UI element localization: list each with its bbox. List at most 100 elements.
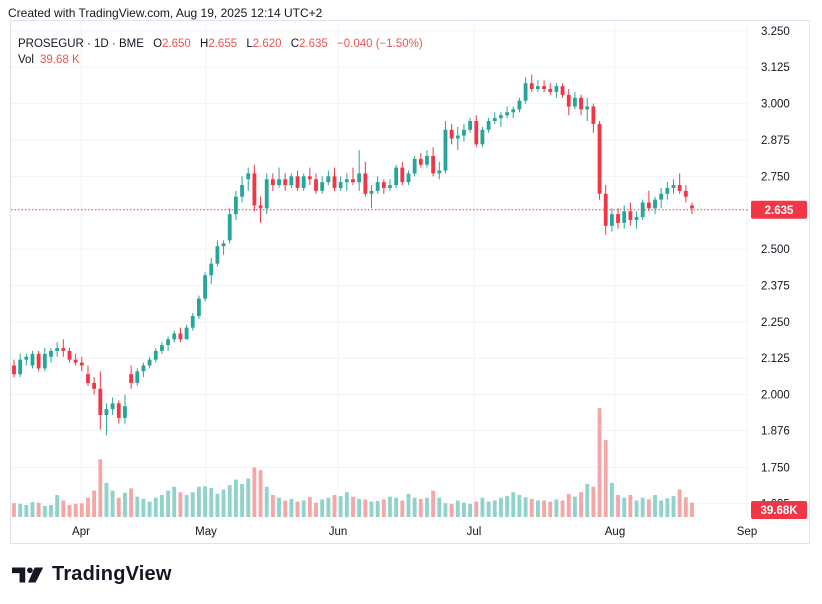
candle-body — [603, 193, 608, 226]
volume-bar — [603, 440, 608, 517]
candle-body — [277, 179, 281, 186]
volume-bar — [462, 502, 466, 517]
candle-body — [116, 403, 121, 418]
x-tick-label: Sep — [737, 526, 757, 538]
volume-bar — [412, 497, 417, 517]
candlestick-chart[interactable]: 3.250 3.125 3.000 2.875 2.750 2.500 2.375 2.250… — [11, 21, 811, 545]
close-label: C — [290, 38, 300, 50]
volume-bar — [492, 500, 497, 517]
candle-body — [270, 179, 275, 186]
candle-body — [147, 359, 152, 366]
volume-bar — [277, 497, 281, 517]
volume-bar — [123, 492, 127, 517]
candle-body — [203, 275, 207, 299]
volume-bar — [30, 502, 35, 517]
volume-bar — [634, 500, 639, 517]
candle-body — [190, 316, 195, 328]
candle-body — [283, 179, 288, 186]
candle-body — [233, 196, 238, 215]
candle-body — [492, 118, 497, 122]
x-tick-label: Jul — [467, 526, 482, 538]
brand-name: TradingView — [52, 563, 172, 585]
candle-body — [609, 214, 614, 226]
candle-body — [622, 211, 627, 223]
volume-bar — [499, 497, 503, 517]
volume-bar — [363, 499, 368, 517]
volume-bar — [425, 497, 429, 517]
y-tick-label: 2.000 — [761, 390, 790, 402]
candle-body — [560, 86, 565, 95]
candle-body — [517, 100, 522, 110]
candle-body — [160, 345, 164, 351]
candle-body — [394, 167, 399, 186]
volume-bar — [566, 493, 571, 517]
volume-bar — [375, 501, 380, 517]
volume-bar — [147, 501, 152, 517]
candle-body — [141, 365, 146, 372]
chart-frame[interactable]: 3.250 3.125 3.000 2.875 2.750 2.500 2.375 2.250… — [10, 20, 810, 544]
volume-bar — [264, 486, 269, 517]
candle-body — [388, 185, 392, 188]
candle-body — [18, 359, 23, 375]
last-volume-label: 39.68K — [760, 505, 798, 517]
candle-body — [92, 382, 97, 389]
candle-body — [690, 205, 694, 209]
volume-bar — [351, 496, 355, 517]
volume-bar — [307, 497, 312, 517]
volume-bar — [474, 501, 479, 517]
candle-body — [184, 327, 189, 340]
volume-bar — [640, 497, 645, 517]
change-value: −0.040 (−1.50%) — [337, 38, 423, 50]
volume-bar — [270, 495, 275, 517]
volume-bar — [659, 500, 664, 517]
candle-body — [554, 86, 559, 92]
volume-bar — [431, 490, 436, 517]
candle-body — [36, 353, 41, 369]
y-tick-label: 2.125 — [761, 353, 790, 365]
chart-legend: PROSEGUR · 1D · BME O2.650 H2.655 L2.620… — [18, 36, 423, 68]
candle-body — [246, 173, 251, 180]
volume-bar — [486, 501, 491, 517]
candle-body — [98, 388, 103, 415]
candle-body — [42, 353, 47, 369]
volume-bar — [338, 496, 343, 517]
candle-body — [566, 94, 571, 107]
tradingview-brand[interactable]: TradingView — [12, 563, 172, 586]
volume-bar — [542, 500, 546, 517]
candle-body — [418, 158, 423, 165]
candle-body — [209, 263, 214, 276]
volume-bar — [295, 501, 300, 517]
volume-bar — [443, 503, 448, 517]
volume-bar — [653, 495, 657, 517]
candle-body — [24, 356, 29, 360]
y-tick-label: 2.875 — [761, 135, 790, 147]
candle-body — [640, 202, 645, 218]
y-tick-label: 2.750 — [761, 171, 790, 183]
candle-body — [462, 129, 466, 136]
candle-body — [400, 167, 405, 183]
volume-bar — [73, 503, 78, 517]
ohlc-row: PROSEGUR · 1D · BME O2.650 H2.655 L2.620… — [18, 36, 423, 52]
candle-body — [178, 333, 183, 340]
y-tick-label: 2.250 — [761, 317, 790, 329]
x-tick-label: Aug — [605, 526, 625, 538]
candle-body — [677, 185, 682, 191]
volume-bar — [665, 498, 670, 517]
volume-bar — [597, 408, 602, 517]
volume-row: Vol 39.68 K — [18, 52, 423, 68]
volume-bar — [646, 499, 651, 517]
candle-body — [505, 112, 510, 116]
last-price-label: 2.635 — [765, 205, 794, 217]
y-tick-label: 2.375 — [761, 280, 790, 292]
volume-bar — [535, 500, 540, 517]
candle-body — [443, 129, 448, 171]
volume-bar — [12, 503, 16, 517]
volume-bar — [344, 492, 349, 517]
volume-bar — [332, 495, 337, 517]
volume-bar — [622, 497, 627, 517]
candle-body — [431, 155, 436, 174]
candle-body — [61, 348, 66, 351]
candle-body — [529, 83, 534, 90]
symbol-label[interactable]: PROSEGUR · 1D · BME — [18, 38, 144, 50]
low-value: 2.620 — [252, 38, 282, 50]
